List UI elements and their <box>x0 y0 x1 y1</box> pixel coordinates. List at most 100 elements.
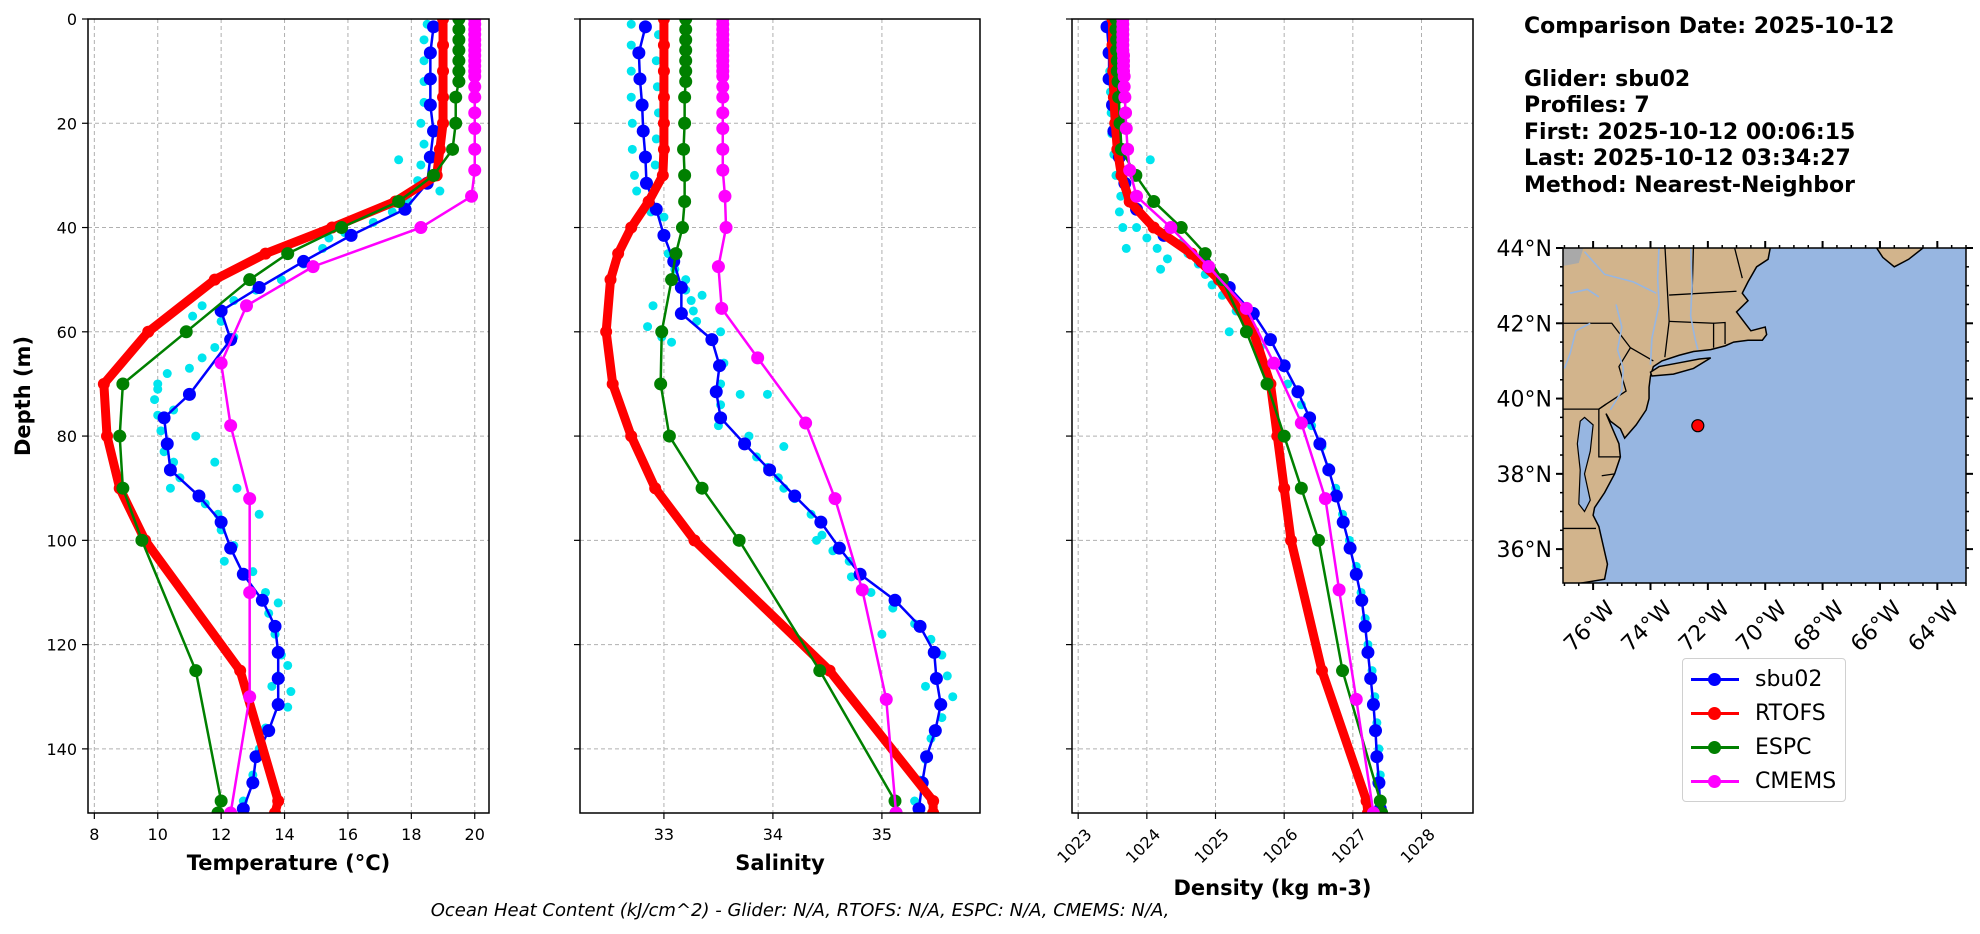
data-point <box>419 56 429 66</box>
data-point <box>929 671 943 685</box>
lake-ontario <box>1563 248 1584 267</box>
series-sbu02-raw- <box>626 19 958 806</box>
data-point <box>254 509 264 519</box>
data-point <box>1117 80 1131 94</box>
y-tick-label: 20 <box>57 114 77 133</box>
lat-tick-label: 40°N <box>1497 388 1552 413</box>
data-point <box>719 221 733 235</box>
data-point <box>1370 750 1384 764</box>
data-point <box>182 387 196 401</box>
lat-tick-label: 42°N <box>1497 312 1552 337</box>
data-point <box>236 802 250 813</box>
data-point <box>344 228 358 242</box>
data-point <box>1277 359 1291 373</box>
x-tick-label: 35 <box>872 825 892 844</box>
data-point <box>449 116 463 130</box>
data-point <box>735 389 745 399</box>
lon-tick-label: 70°W <box>1732 596 1793 657</box>
x-axis-label: Salinity <box>735 851 825 875</box>
data-point <box>236 567 250 581</box>
data-point <box>1315 664 1328 677</box>
lat-tick-label: 44°N <box>1497 237 1552 262</box>
data-point <box>732 533 746 547</box>
data-point <box>1336 515 1350 529</box>
x-tick-label: 18 <box>401 825 421 844</box>
x-tick-label: 34 <box>763 825 783 844</box>
data-point <box>219 556 229 566</box>
data-point <box>711 260 725 274</box>
data-point <box>814 515 828 529</box>
lon-tick-label: 64°W <box>1904 596 1965 657</box>
river <box>1689 248 1699 350</box>
y-axis-label: Depth (m) <box>11 336 35 456</box>
data-point <box>1118 90 1132 104</box>
data-point <box>268 619 282 633</box>
river <box>1563 322 1591 369</box>
data-point <box>1239 301 1253 315</box>
data-point <box>1312 533 1326 547</box>
data-point <box>191 431 201 441</box>
data-point <box>657 39 670 52</box>
data-point <box>1198 247 1212 261</box>
data-point <box>688 534 701 547</box>
data-point <box>651 134 661 144</box>
data-point <box>639 176 653 190</box>
series-line <box>162 26 435 810</box>
data-point <box>1318 492 1332 506</box>
y-tick-label: 0 <box>67 10 77 29</box>
data-point <box>419 139 429 149</box>
data-point <box>435 186 445 196</box>
data-point <box>1117 69 1131 83</box>
data-point <box>1358 619 1372 633</box>
data-point <box>656 169 669 182</box>
data-point <box>679 75 693 89</box>
data-point <box>1285 534 1298 547</box>
ohc-footer: Ocean Heat Content (kJ/cm^2) - Glider: N… <box>430 900 1170 921</box>
data-point <box>912 802 926 813</box>
series-line <box>659 19 898 813</box>
data-point <box>763 463 777 477</box>
data-point <box>667 337 677 347</box>
x-tick-label: 33 <box>654 825 674 844</box>
legend-swatch <box>1691 672 1739 686</box>
lat-tick-label: 38°N <box>1497 463 1552 488</box>
y-tick-label: 100 <box>46 531 77 550</box>
data-point <box>427 20 441 34</box>
data-point <box>1162 254 1172 264</box>
data-point <box>716 142 730 156</box>
x-tick-label: 8 <box>89 825 99 844</box>
data-point <box>276 275 286 285</box>
data-point <box>716 69 730 83</box>
data-point <box>942 671 952 681</box>
legend-swatch <box>1691 740 1739 754</box>
data-point <box>273 598 283 608</box>
data-point <box>934 698 948 712</box>
data-point <box>1123 163 1137 177</box>
data-point <box>626 19 636 29</box>
data-point <box>612 247 625 260</box>
y-tick-label: 120 <box>46 636 77 655</box>
data-point <box>427 168 441 182</box>
data-point <box>1263 333 1277 347</box>
info-panel: Comparison Date: 2025-10-12 Glider: sbu0… <box>1524 14 1894 199</box>
data-point <box>779 441 789 451</box>
data-point <box>283 702 293 712</box>
data-point <box>1156 264 1166 274</box>
data-point <box>210 457 220 467</box>
data-point <box>1360 795 1373 808</box>
lon-tick-label: 76°W <box>1559 596 1620 657</box>
data-point <box>674 280 688 294</box>
axes-frame <box>579 18 981 814</box>
x-tick-label: 1025 <box>1191 825 1233 867</box>
data-point <box>1118 223 1128 233</box>
data-point <box>246 776 260 790</box>
data-point <box>1366 698 1380 712</box>
data-point <box>1368 724 1382 738</box>
comparison-date: Comparison Date: 2025-10-12 <box>1524 14 1895 39</box>
data-point <box>156 426 166 436</box>
data-point <box>252 280 266 294</box>
data-point <box>468 106 482 120</box>
data-point <box>813 664 827 678</box>
temperature-axes: 8 10 12 14 16 18 20 0 20 40 60 80 100 120 140 Temperatu… <box>11 10 490 875</box>
